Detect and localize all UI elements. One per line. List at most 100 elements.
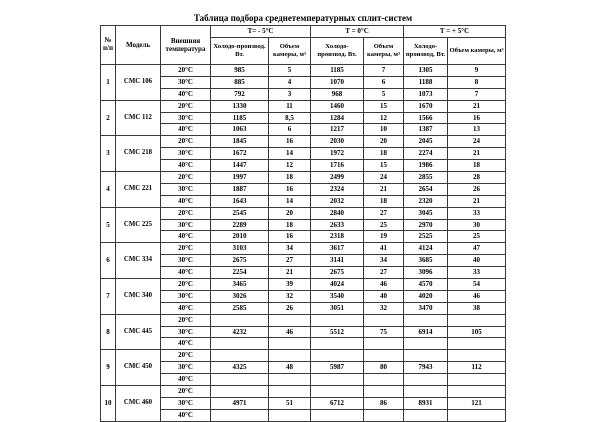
value-cell: 24 [447, 135, 507, 149]
value-cell [403, 337, 449, 351]
row-number-cell: 6 [100, 242, 116, 280]
header-group-row: № п/п Модель Внешняя температура Т= - 5°… [100, 25, 507, 65]
value-cell: 2545 [210, 206, 269, 220]
col-header-model: Модель [115, 25, 161, 65]
value-cell: 86 [362, 396, 405, 410]
temperature-cell: 40°С [160, 373, 211, 387]
value-cell [447, 385, 507, 398]
row-number-cell: 7 [100, 278, 116, 315]
value-cell [268, 337, 311, 351]
temperature-cell: 30°С [160, 289, 211, 303]
value-cell: 8 [447, 75, 507, 89]
value-cell: 4232 [210, 325, 269, 339]
value-cell: 16 [268, 230, 311, 244]
value-cell: 21 [362, 182, 405, 196]
col-header-cold-plus5: Холодо-производ, Вт. [403, 37, 449, 65]
temperature-cell: 20°С [160, 242, 211, 256]
value-cell: 1447 [210, 159, 269, 173]
value-cell: 1305 [403, 64, 449, 77]
model-cell: СМС 450 [115, 349, 161, 387]
value-cell: 2032 [310, 194, 364, 208]
value-cell: 2324 [310, 182, 364, 196]
value-cell: 46 [268, 325, 311, 339]
value-cell [403, 373, 449, 387]
temperature-cell: 40°С [160, 123, 211, 137]
value-cell: 27 [362, 206, 405, 220]
table-row: 40°С 2010 16 2318 19 2525 25 [101, 230, 507, 244]
value-cell: 105 [447, 325, 507, 339]
value-cell: 2585 [210, 301, 269, 315]
value-cell [403, 385, 449, 398]
value-cell: 2254 [210, 266, 269, 280]
value-cell: 6914 [403, 325, 449, 339]
value-cell: 15 [362, 99, 405, 113]
value-cell [268, 349, 311, 363]
value-cell [403, 349, 449, 363]
col-header-cold-zero: Холодо-производ. Вт. [310, 37, 364, 65]
value-cell: 28 [447, 171, 507, 184]
model-cell: СМС 340 [115, 278, 161, 315]
value-cell: 1845 [210, 135, 269, 149]
value-cell: 1670 [403, 99, 449, 113]
temperature-cell: 20°С [160, 171, 211, 184]
value-cell [310, 408, 364, 422]
value-cell: 26 [268, 301, 311, 315]
value-cell: 40 [447, 254, 507, 268]
temperature-cell: 40°С [160, 301, 211, 315]
table-row: 9 СМС 450 20°С [100, 349, 507, 387]
value-cell: 21 [447, 99, 507, 113]
temperature-cell: 20°С [160, 349, 211, 363]
value-cell: 15 [362, 159, 405, 173]
temperature-cell: 20°С [160, 313, 211, 327]
row-number-cell: 10 [100, 385, 116, 422]
value-cell: 21 [268, 266, 311, 280]
value-cell: 48 [268, 361, 311, 375]
value-cell: 32 [362, 301, 405, 315]
value-cell [447, 313, 507, 327]
value-cell: 7943 [403, 361, 449, 375]
value-cell [403, 313, 449, 327]
value-cell: 2855 [403, 171, 449, 184]
value-cell: 2289 [210, 218, 269, 232]
value-cell: 3096 [403, 266, 449, 280]
value-cell: 1887 [210, 182, 269, 196]
value-cell: 7 [362, 64, 405, 77]
value-cell: 25 [362, 218, 405, 232]
page-title: Таблица подбора среднетемпературных спли… [193, 13, 413, 23]
value-cell: 46 [447, 289, 507, 303]
temperature-cell: 40°С [160, 408, 211, 422]
value-cell: 2525 [403, 230, 449, 244]
col-header-volume-plus5: Объем камеры, м³ [447, 37, 507, 65]
value-cell: 3051 [310, 301, 364, 315]
value-cell [268, 408, 311, 422]
value-cell: 14 [268, 194, 311, 208]
table-row: 40°С [101, 408, 507, 422]
value-cell: 112 [447, 361, 507, 375]
value-cell: 4325 [210, 361, 269, 375]
col-header-cold-minus5: Холодо-производ. Вт. [210, 37, 269, 65]
value-cell: 6712 [310, 396, 364, 410]
table-row: 7 СМС 340 20°С 3465 39 4024 46 4570 54 [100, 278, 507, 315]
value-cell: 41 [362, 242, 405, 256]
value-cell: 1643 [210, 194, 269, 208]
value-cell: 27 [268, 254, 311, 268]
value-cell: 2970 [403, 218, 449, 232]
value-cell: 18 [362, 147, 405, 161]
value-cell: 40 [362, 289, 405, 303]
temperature-cell: 30°С [160, 396, 211, 410]
value-cell: 18 [362, 194, 405, 208]
table-row: 30°С 4325 48 5987 80 7943 112 [101, 361, 507, 375]
value-cell [210, 408, 269, 422]
table-row: 30°С 1887 16 2324 21 2654 26 [101, 182, 507, 196]
temperature-cell: 20°С [160, 206, 211, 220]
value-cell: 21 [447, 147, 507, 161]
value-cell: 2499 [310, 171, 364, 184]
value-cell: 16 [268, 135, 311, 149]
table-row: 6 СМС 334 20°С 3103 34 3617 41 4124 47 [100, 242, 507, 280]
value-cell: 1185 [310, 64, 364, 77]
value-cell: 1063 [210, 123, 269, 137]
temperature-cell: 30°С [160, 218, 211, 232]
value-cell: 3026 [210, 289, 269, 303]
value-cell [310, 313, 364, 327]
value-cell [268, 385, 311, 398]
